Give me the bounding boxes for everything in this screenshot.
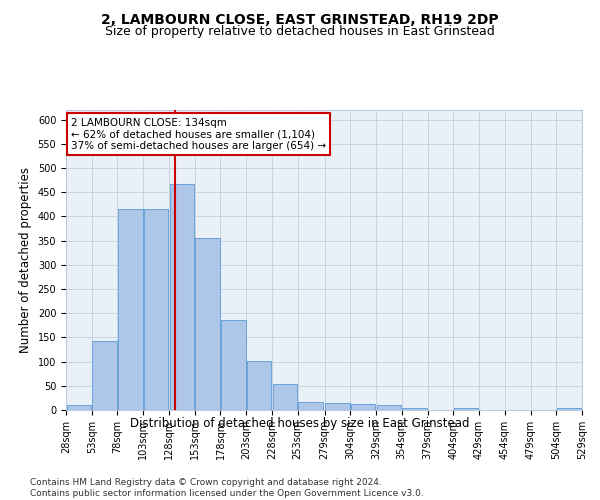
Bar <box>92 341 117 410</box>
Y-axis label: Number of detached properties: Number of detached properties <box>19 167 32 353</box>
Bar <box>351 404 376 410</box>
Bar <box>67 405 91 410</box>
Text: Size of property relative to detached houses in East Grinstead: Size of property relative to detached ho… <box>105 25 495 38</box>
Bar <box>144 208 169 410</box>
Bar <box>402 408 427 410</box>
Text: Contains HM Land Registry data © Crown copyright and database right 2024.
Contai: Contains HM Land Registry data © Crown c… <box>30 478 424 498</box>
Text: 2, LAMBOURN CLOSE, EAST GRINSTEAD, RH19 2DP: 2, LAMBOURN CLOSE, EAST GRINSTEAD, RH19 … <box>101 12 499 26</box>
Bar <box>298 402 323 410</box>
Bar <box>118 208 143 410</box>
Bar <box>454 408 478 410</box>
Text: Distribution of detached houses by size in East Grinstead: Distribution of detached houses by size … <box>130 418 470 430</box>
Bar <box>247 360 271 410</box>
Bar <box>325 402 350 410</box>
Bar <box>377 405 401 410</box>
Bar <box>221 320 246 410</box>
Bar <box>272 384 297 410</box>
Bar <box>170 184 194 410</box>
Text: 2 LAMBOURN CLOSE: 134sqm
← 62% of detached houses are smaller (1,104)
37% of sem: 2 LAMBOURN CLOSE: 134sqm ← 62% of detach… <box>71 118 326 150</box>
Bar <box>195 238 220 410</box>
Bar <box>557 408 581 410</box>
